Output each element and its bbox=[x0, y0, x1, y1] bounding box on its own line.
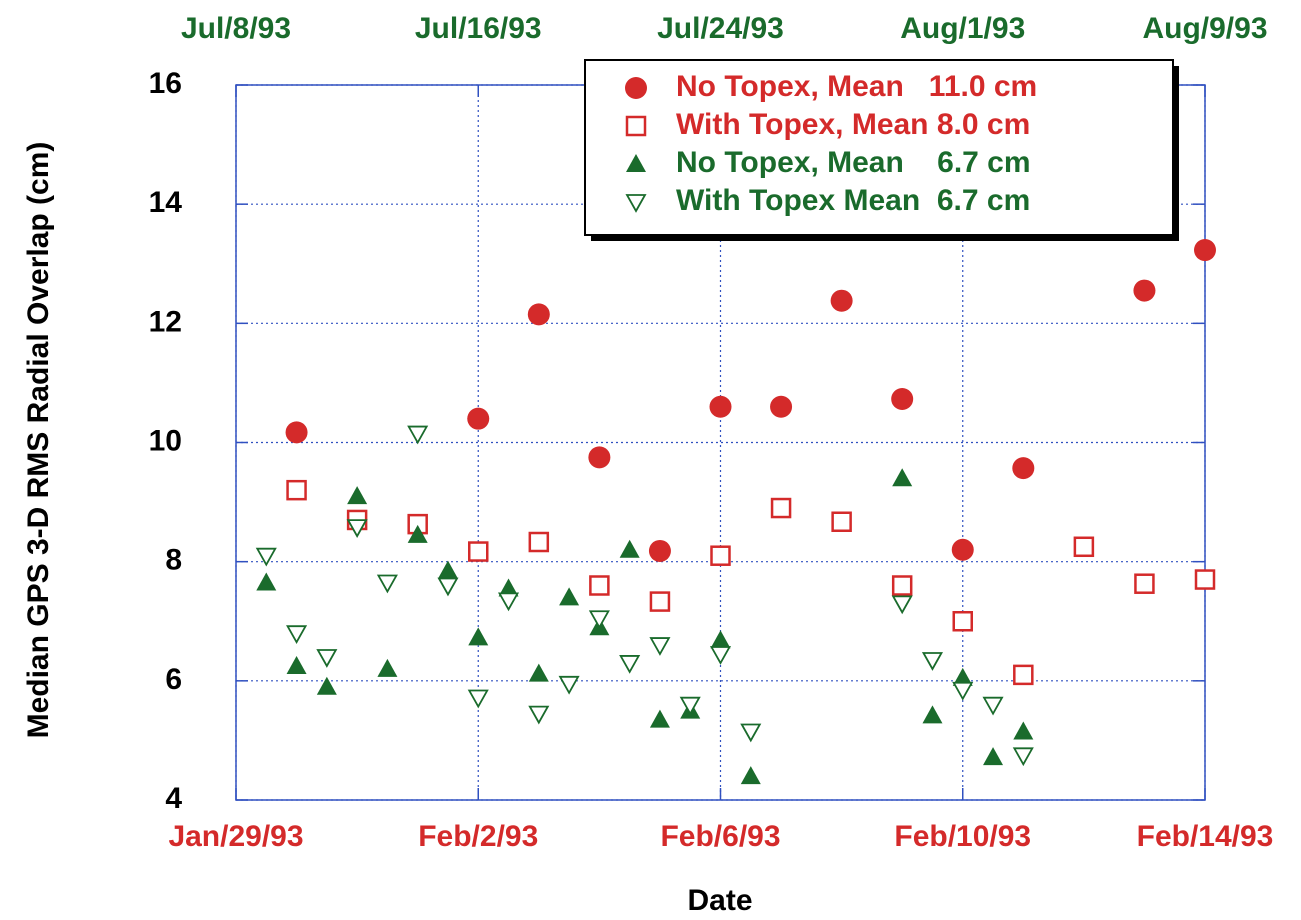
y-tick-label: 12 bbox=[149, 305, 182, 338]
y-tick-label: 16 bbox=[149, 67, 182, 100]
marker-triangle-down bbox=[891, 595, 913, 615]
marker-square bbox=[952, 611, 973, 632]
y-tick-label: 6 bbox=[165, 663, 182, 696]
marker-triangle-down bbox=[528, 705, 550, 725]
marker-triangle bbox=[437, 560, 458, 579]
marker-triangle-down bbox=[346, 519, 368, 538]
marker-triangle-down bbox=[286, 625, 308, 645]
x-tick-label: Feb/14/93 bbox=[1137, 820, 1274, 853]
marker-triangle bbox=[559, 587, 580, 606]
marker-circle bbox=[625, 77, 647, 99]
marker-circle bbox=[1012, 457, 1035, 480]
marker-triangle bbox=[710, 630, 731, 649]
marker-triangle bbox=[468, 627, 489, 646]
y-axis-label: Median GPS 3-D RMS Radial Overlap (cm) bbox=[22, 142, 55, 739]
marker-triangle bbox=[626, 154, 646, 172]
y-tick-label: 4 bbox=[165, 782, 182, 815]
marker-square bbox=[589, 575, 610, 596]
x2-tick-label: Jul/16/93 bbox=[415, 12, 542, 45]
marker-square bbox=[528, 531, 550, 553]
x-axis-label: Date bbox=[687, 884, 752, 917]
marker-triangle-down bbox=[376, 574, 398, 594]
marker-square bbox=[710, 545, 731, 566]
y-tick-label: 8 bbox=[165, 544, 182, 577]
marker-circle bbox=[285, 421, 308, 444]
legend-box bbox=[584, 59, 1174, 236]
legend-label: With Topex Mean 6.7 cm bbox=[676, 184, 1030, 217]
marker-triangle bbox=[619, 539, 640, 558]
marker-triangle-down bbox=[467, 689, 489, 709]
marker-circle bbox=[527, 303, 550, 326]
marker-triangle-down bbox=[740, 723, 762, 743]
marker-triangle bbox=[286, 655, 307, 674]
marker-triangle-down bbox=[497, 592, 520, 612]
marker-square bbox=[286, 479, 307, 501]
marker-triangle-down bbox=[625, 194, 647, 213]
marker-square bbox=[1134, 573, 1155, 594]
marker-triangle bbox=[952, 667, 973, 686]
y-tick-label: 14 bbox=[149, 186, 183, 219]
marker-triangle bbox=[256, 572, 277, 591]
x-tick-label: Jan/29/93 bbox=[168, 820, 303, 853]
marker-triangle-down bbox=[982, 696, 1004, 716]
marker-triangle bbox=[922, 705, 943, 724]
x2-tick-label: Aug/1/93 bbox=[900, 12, 1025, 45]
marker-circle bbox=[1133, 279, 1156, 302]
legend-label: With Topex, Mean 8.0 cm bbox=[676, 108, 1030, 141]
marker-triangle bbox=[347, 486, 368, 505]
marker-circle bbox=[648, 539, 671, 562]
marker-triangle bbox=[407, 524, 428, 543]
marker-triangle-down bbox=[1012, 747, 1034, 767]
marker-triangle-down bbox=[619, 655, 641, 674]
marker-square bbox=[625, 115, 647, 137]
marker-triangle bbox=[1013, 721, 1034, 740]
marker-triangle-down bbox=[649, 637, 671, 656]
legend-label: No Topex, Mean 11.0 cm bbox=[676, 70, 1037, 103]
marker-circle bbox=[891, 388, 914, 411]
marker-square bbox=[1013, 664, 1034, 686]
marker-triangle bbox=[316, 676, 337, 695]
x2-tick-label: Jul/24/93 bbox=[657, 12, 784, 45]
x-tick-label: Feb/10/93 bbox=[894, 820, 1031, 853]
marker-triangle-down bbox=[407, 425, 429, 445]
x2-tick-label: Jul/8/93 bbox=[181, 12, 291, 45]
marker-square bbox=[649, 591, 671, 612]
marker-triangle-down bbox=[437, 577, 459, 597]
marker-circle bbox=[951, 538, 974, 561]
marker-triangle bbox=[892, 468, 913, 487]
marker-triangle-down bbox=[921, 652, 944, 671]
marker-triangle-down bbox=[679, 696, 701, 716]
marker-circle bbox=[467, 407, 490, 430]
marker-square bbox=[831, 511, 852, 532]
marker-square bbox=[770, 497, 792, 519]
marker-circle bbox=[1194, 239, 1216, 262]
marker-triangle-down bbox=[316, 649, 338, 668]
marker-triangle bbox=[740, 766, 761, 785]
x-tick-label: Feb/2/93 bbox=[418, 820, 538, 853]
marker-triangle bbox=[528, 663, 549, 682]
y-tick-label: 10 bbox=[149, 424, 182, 457]
marker-square bbox=[468, 541, 489, 562]
legend-label: No Topex, Mean 6.7 cm bbox=[676, 146, 1031, 179]
marker-square bbox=[891, 575, 913, 596]
marker-square bbox=[1194, 569, 1216, 590]
marker-triangle bbox=[377, 658, 398, 677]
marker-triangle-down bbox=[558, 675, 580, 695]
marker-triangle bbox=[498, 578, 519, 597]
marker-circle bbox=[588, 446, 611, 469]
marker-triangle-down bbox=[255, 547, 277, 567]
marker-circle bbox=[770, 395, 793, 418]
x-tick-label: Feb/6/93 bbox=[660, 820, 780, 853]
marker-triangle bbox=[649, 709, 670, 728]
marker-triangle bbox=[983, 747, 1004, 766]
marker-triangle-down bbox=[588, 610, 610, 630]
marker-circle bbox=[830, 289, 853, 312]
marker-triangle-down bbox=[709, 646, 732, 665]
marker-square bbox=[1073, 536, 1095, 558]
x2-tick-label: Aug/9/93 bbox=[1142, 12, 1267, 45]
marker-triangle-down bbox=[952, 681, 974, 701]
marker-circle bbox=[709, 395, 732, 418]
